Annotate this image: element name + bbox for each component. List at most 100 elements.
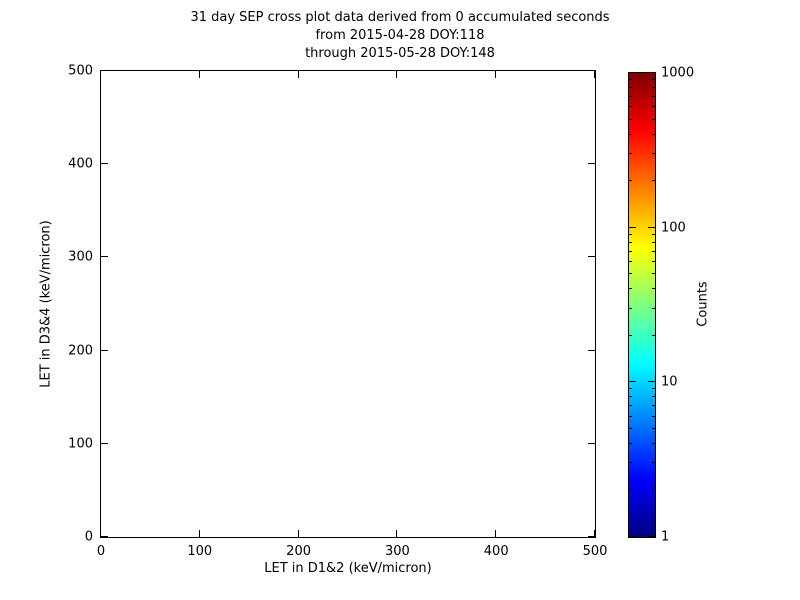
colorbar-minor-tick-mark	[629, 118, 632, 120]
x-tick-mark	[594, 530, 595, 537]
colorbar-tick-mark	[629, 536, 636, 537]
colorbar-minor-tick-mark	[629, 427, 632, 429]
colorbar-minor-tick-mark	[629, 260, 632, 262]
x-tick-mark	[594, 71, 595, 78]
colorbar-minor-tick-mark	[629, 442, 632, 444]
colorbar-minor-tick-mark	[629, 405, 632, 407]
colorbar-minor-tick-mark	[652, 489, 655, 491]
colorbar-minor-tick-mark	[652, 388, 655, 390]
y-axis-label: LET in D3&4 (keV/micron)	[38, 220, 54, 388]
x-tick-mark	[396, 71, 398, 78]
x-tick-label: 500	[582, 544, 608, 559]
colorbar-minor-tick-mark	[652, 334, 655, 336]
colorbar-minor-tick-mark	[629, 152, 632, 154]
colorbar-tick-mark	[629, 381, 636, 383]
colorbar-tick-mark	[648, 381, 655, 383]
y-tick-mark	[101, 349, 108, 351]
colorbar-minor-tick-mark	[652, 427, 655, 429]
colorbar-minor-tick-mark	[629, 489, 632, 491]
colorbar-tick-label: 10	[661, 374, 678, 390]
colorbar-tick-mark	[648, 536, 655, 537]
colorbar-minor-tick-mark	[652, 307, 655, 309]
colorbar-minor-tick-mark	[652, 288, 655, 290]
y-tick-mark	[101, 536, 108, 537]
x-tick-label: 200	[286, 544, 312, 559]
colorbar-tick-mark	[629, 72, 636, 73]
colorbar-tick-mark	[648, 72, 655, 73]
colorbar-tick-mark	[648, 226, 655, 228]
x-tick-mark	[297, 71, 299, 78]
x-axis-label: LET in D1&2 (keV/micron)	[264, 561, 432, 576]
colorbar-minor-tick-mark	[629, 415, 632, 417]
colorbar-minor-tick-mark	[652, 241, 655, 243]
title-line-2: from 2015-04-28 DOY:118	[315, 28, 485, 43]
colorbar-minor-tick-mark	[629, 241, 632, 243]
colorbar-minor-tick-mark	[629, 334, 632, 336]
colorbar-minor-tick-mark	[629, 106, 632, 108]
y-tick-mark	[588, 256, 595, 258]
colorbar-minor-tick-mark	[629, 307, 632, 309]
x-tick-mark	[198, 71, 200, 78]
colorbar-minor-tick-mark	[629, 288, 632, 290]
x-tick-mark	[100, 71, 101, 78]
colorbar-minor-tick-mark	[629, 86, 632, 88]
y-tick-label: 300	[68, 249, 93, 265]
x-tick-mark	[495, 530, 497, 537]
colorbar-minor-tick-mark	[629, 250, 632, 252]
colorbar-tick-label: 1000	[661, 65, 695, 81]
plot-area: 0 100 200 300 400 500 0 100 200 300 400 500	[68, 64, 607, 560]
x-tick-label: 0	[96, 544, 106, 559]
colorbar-minor-tick-mark	[652, 396, 655, 398]
colorbar-minor-tick-mark	[652, 152, 655, 154]
y-tick-mark	[588, 536, 595, 537]
y-tick-label: 500	[68, 63, 93, 79]
x-tick-mark	[297, 530, 299, 537]
y-tick-label: 200	[68, 343, 93, 359]
colorbar-minor-tick-mark	[652, 260, 655, 262]
colorbar-tick-label: 1	[661, 529, 670, 545]
colorbar-label: Counts	[695, 281, 711, 327]
colorbar-minor-tick-mark	[629, 396, 632, 398]
colorbar-minor-tick-mark	[652, 95, 655, 97]
colorbar-minor-tick-mark	[629, 462, 632, 464]
colorbar-tick-mark	[629, 226, 636, 228]
y-tick-mark	[101, 256, 108, 258]
colorbar-minor-tick-mark	[652, 86, 655, 88]
colorbar-minor-tick-mark	[652, 106, 655, 108]
colorbar-minor-tick-mark	[629, 133, 632, 135]
colorbar-minor-tick-mark	[652, 250, 655, 252]
x-tick-label: 400	[483, 544, 509, 559]
colorbar-minor-tick-mark	[629, 79, 632, 81]
colorbar-minor-tick-mark	[652, 118, 655, 120]
colorbar-minor-tick-mark	[652, 405, 655, 407]
colorbar-minor-tick-mark	[629, 273, 632, 275]
colorbar-minor-tick-mark	[629, 95, 632, 97]
colorbar-minor-tick-mark	[629, 388, 632, 390]
colorbar-tick-label: 100	[661, 220, 686, 236]
title-line-3: through 2015-05-28 DOY:148	[305, 46, 495, 61]
y-tick-mark	[588, 70, 595, 71]
colorbar-minor-tick-mark	[629, 233, 632, 235]
x-tick-mark	[100, 530, 101, 537]
colorbar-minor-tick-mark	[652, 442, 655, 444]
y-tick-mark	[588, 349, 595, 351]
colorbar-minor-tick-mark	[652, 415, 655, 417]
colorbar-minor-tick-mark	[629, 180, 632, 182]
y-tick-label: 0	[84, 529, 93, 545]
title-line-1: 31 day SEP cross plot data derived from …	[190, 10, 610, 25]
y-tick-mark	[588, 163, 595, 165]
colorbar-minor-tick-mark	[652, 180, 655, 182]
y-tick-mark	[101, 442, 108, 444]
x-tick-mark	[396, 530, 398, 537]
y-tick-mark	[101, 163, 108, 165]
x-tick-mark	[495, 71, 497, 78]
colorbar: 1 10 100 1000	[628, 66, 694, 545]
y-tick-mark	[588, 442, 595, 444]
colorbar-minor-tick-mark	[652, 462, 655, 464]
x-tick-label: 300	[384, 544, 410, 559]
colorbar-minor-tick-mark	[652, 133, 655, 135]
y-tick-label: 100	[68, 436, 93, 452]
x-tick-mark	[198, 530, 200, 537]
x-tick-label: 100	[187, 544, 213, 559]
